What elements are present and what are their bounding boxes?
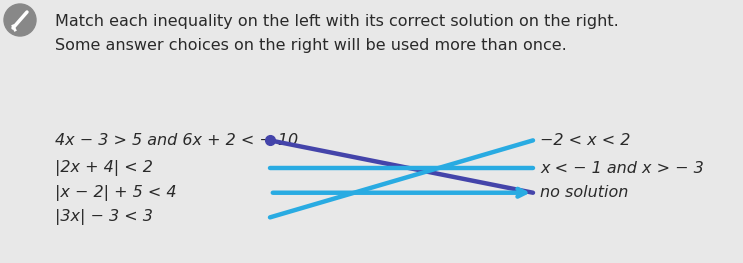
Circle shape xyxy=(4,4,36,36)
Text: 4x − 3 > 5 and 6x + 2 < − 10: 4x − 3 > 5 and 6x + 2 < − 10 xyxy=(55,133,298,148)
Text: |3x| − 3 < 3: |3x| − 3 < 3 xyxy=(55,209,153,225)
Text: |x − 2| + 5 < 4: |x − 2| + 5 < 4 xyxy=(55,185,177,201)
Text: Some answer choices on the right will be used more than once.: Some answer choices on the right will be… xyxy=(55,38,567,53)
Text: no solution: no solution xyxy=(540,185,629,200)
Text: |2x + 4| < 2: |2x + 4| < 2 xyxy=(55,160,153,176)
Text: −2 < x < 2: −2 < x < 2 xyxy=(540,133,630,148)
Text: Match each inequality on the left with its correct solution on the right.: Match each inequality on the left with i… xyxy=(55,14,619,29)
Text: x < − 1 and x > − 3: x < − 1 and x > − 3 xyxy=(540,161,704,176)
